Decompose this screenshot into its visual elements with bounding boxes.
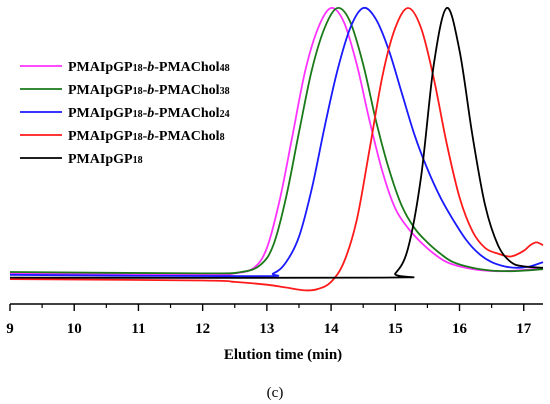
x-tick-label: 12: [195, 321, 210, 337]
series-line-pmaipgp18-b-pmachol38: [9, 7, 544, 275]
legend-label: PMAIpGP18-b-PMAChol38: [68, 83, 230, 98]
x-tick-label: 16: [452, 321, 468, 337]
legend-label: PMAIpGP18-b-PMAChol48: [68, 60, 230, 75]
x-tick-label: 15: [388, 321, 403, 337]
x-axis-title: Elution time (min): [224, 347, 342, 363]
x-tick-label: 13: [259, 321, 274, 337]
x-tick-label: 11: [131, 321, 145, 337]
x-tick-label: 17: [516, 321, 532, 337]
series-line-pmaipgp18-b-pmachol8: [9, 7, 544, 292]
figure-caption: (c): [267, 385, 284, 401]
series-line-pmaipgp18-b-pmachol48: [9, 7, 544, 276]
x-tick-label: 9: [6, 321, 14, 337]
series-line-pmaipgp18: [9, 7, 544, 279]
x-tick-label: 10: [67, 321, 82, 337]
x-tick-label: 14: [324, 321, 340, 337]
x-ticks: 9 10 11 12 13 14 15 16 17: [6, 304, 532, 337]
curves-layer: [9, 6, 544, 292]
legend-label: PMAIpGP18-b-PMAChol8: [68, 129, 225, 144]
legend: PMAIpGP18-b-PMAChol48 PMAIpGP18-b-PMAChol…: [20, 60, 230, 167]
legend-label: PMAIpGP18-b-PMAChol24: [68, 106, 230, 121]
legend-label: PMAIpGP18: [68, 152, 143, 167]
